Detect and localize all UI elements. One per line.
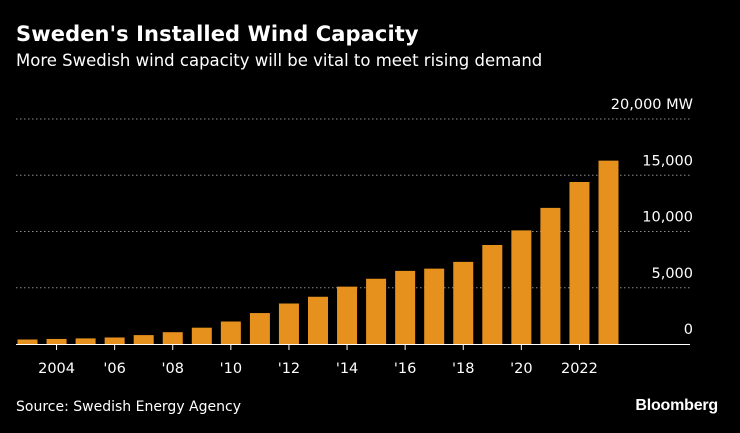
bar-2016	[395, 270, 416, 345]
axes: 20,000 MW 15,000 10,000 5,000 0 2004 '06 '08 '10…	[16, 97, 693, 377]
bar-2018	[453, 261, 474, 345]
bar-2011	[249, 313, 270, 344]
bar-2022	[569, 182, 590, 344]
x-tick-label: '18	[452, 361, 474, 377]
bloomberg-logo: Bloomberg	[635, 397, 718, 414]
y-tick-label: 0	[684, 322, 693, 338]
bar-2015	[366, 278, 387, 344]
bar-2020	[511, 230, 532, 345]
bar-2003	[17, 339, 38, 344]
x-tick-label: '14	[336, 361, 358, 377]
source-note: Source: Swedish Energy Agency	[16, 399, 241, 415]
x-tick-label: '10	[220, 361, 242, 377]
bars	[17, 160, 619, 345]
bar-2012	[278, 303, 299, 344]
bar-2004	[46, 338, 67, 344]
x-tick-label: '20	[510, 361, 532, 377]
bar-2014	[337, 286, 358, 345]
y-tick-label: 10,000	[642, 210, 693, 226]
x-tick-label: '06	[103, 361, 125, 377]
bar-2010	[220, 321, 241, 344]
bar-2009	[191, 327, 212, 344]
bar-2006	[104, 337, 125, 344]
bar-2007	[133, 335, 154, 344]
bar-2021	[540, 207, 561, 345]
x-tick-label: '08	[162, 361, 184, 377]
chart-title: Sweden's Installed Wind Capacity	[16, 22, 419, 46]
y-tick-label: 15,000	[642, 153, 693, 169]
x-tick-label: '16	[394, 361, 416, 377]
y-tick-label: 5,000	[651, 266, 693, 282]
bar-2013	[308, 296, 328, 344]
x-tick-label: 2004	[38, 361, 75, 377]
chart-subtitle: More Swedish wind capacity will be vital…	[16, 51, 543, 70]
bar-2017	[424, 268, 445, 345]
bar-2019	[482, 245, 503, 344]
bar-2023	[598, 160, 619, 345]
bar-2005	[75, 338, 96, 345]
bar-2008	[162, 332, 183, 344]
y-tick-label: 20,000 MW	[611, 97, 693, 113]
x-tick-label: '12	[278, 361, 300, 377]
x-tick-label: 2022	[561, 361, 598, 377]
